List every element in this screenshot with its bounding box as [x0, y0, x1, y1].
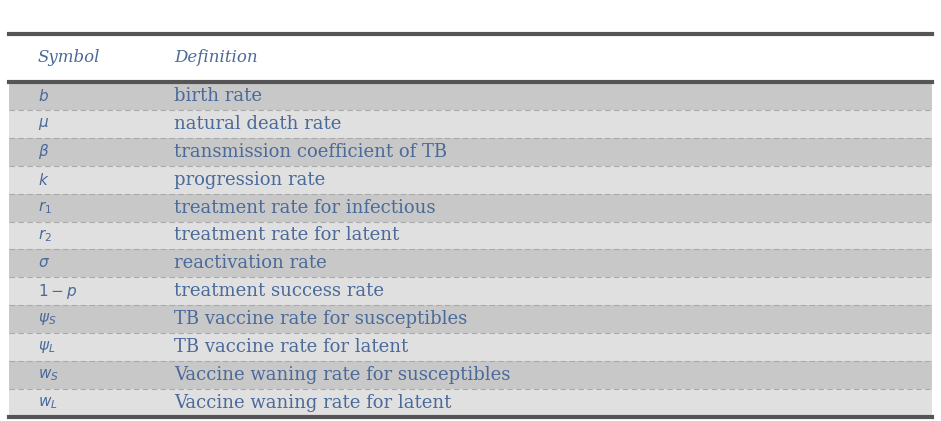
Text: $\sigma$: $\sigma$	[38, 256, 50, 270]
Text: $w_L$: $w_L$	[38, 395, 57, 411]
Text: $w_S$: $w_S$	[38, 367, 58, 383]
Text: $b$: $b$	[38, 88, 49, 104]
Text: birth rate: birth rate	[174, 87, 263, 105]
Text: $1-p$: $1-p$	[38, 282, 77, 301]
Bar	[9, 333, 932, 361]
Bar	[9, 249, 932, 277]
Text: $r_2$: $r_2$	[38, 227, 52, 244]
Bar	[9, 110, 932, 138]
Text: Vaccine waning rate for latent: Vaccine waning rate for latent	[174, 394, 452, 412]
Text: TB vaccine rate for susceptibles: TB vaccine rate for susceptibles	[174, 310, 468, 328]
Text: Vaccine waning rate for susceptibles: Vaccine waning rate for susceptibles	[174, 366, 510, 384]
Text: transmission coefficient of TB: transmission coefficient of TB	[174, 143, 447, 161]
Text: reactivation rate: reactivation rate	[174, 254, 327, 272]
Text: $k$: $k$	[38, 172, 49, 188]
Bar	[9, 166, 932, 194]
Text: $\psi_L$: $\psi_L$	[38, 339, 55, 355]
Text: treatment rate for latent: treatment rate for latent	[174, 226, 399, 245]
Bar	[9, 389, 932, 417]
Text: $\psi_S$: $\psi_S$	[38, 311, 56, 327]
Text: Symbol: Symbol	[38, 49, 100, 67]
Text: TB vaccine rate for latent: TB vaccine rate for latent	[174, 338, 408, 356]
Bar	[9, 305, 932, 333]
Bar	[9, 361, 932, 389]
Text: progression rate: progression rate	[174, 171, 326, 189]
Text: natural death rate: natural death rate	[174, 115, 342, 133]
Text: $\beta$: $\beta$	[38, 142, 49, 161]
Bar	[9, 277, 932, 305]
Text: treatment success rate: treatment success rate	[174, 282, 384, 300]
Bar	[9, 221, 932, 249]
Bar	[9, 138, 932, 166]
Text: $\mu$: $\mu$	[38, 116, 49, 132]
Bar	[9, 82, 932, 110]
Text: $r_1$: $r_1$	[38, 199, 52, 216]
Text: treatment rate for infectious: treatment rate for infectious	[174, 199, 436, 217]
Text: Definition: Definition	[174, 49, 258, 67]
Bar	[9, 194, 932, 221]
